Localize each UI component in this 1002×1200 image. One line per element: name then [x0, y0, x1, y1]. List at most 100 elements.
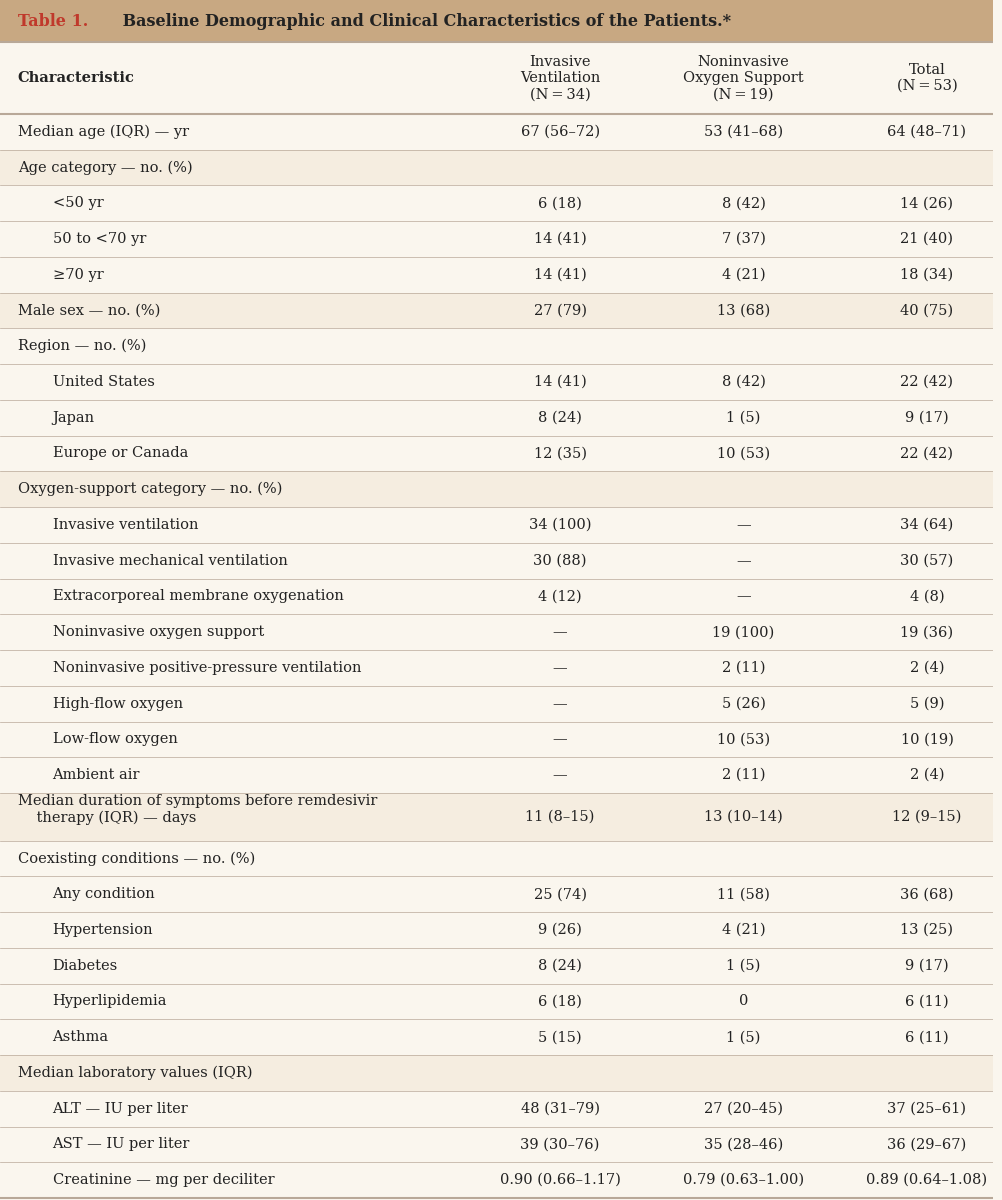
FancyBboxPatch shape	[0, 948, 993, 984]
Text: 2 (11): 2 (11)	[721, 768, 766, 782]
Text: Low-flow oxygen: Low-flow oxygen	[52, 732, 177, 746]
Text: Median duration of symptoms before remdesivir
    therapy (IQR) — days: Median duration of symptoms before remde…	[18, 794, 377, 826]
Text: 25 (74): 25 (74)	[534, 887, 586, 901]
FancyBboxPatch shape	[0, 150, 993, 186]
Text: 50 to <70 yr: 50 to <70 yr	[52, 232, 146, 246]
Text: 35 (28–46): 35 (28–46)	[704, 1138, 784, 1151]
Text: United States: United States	[52, 376, 154, 389]
Text: 0.89 (0.64–1.08): 0.89 (0.64–1.08)	[867, 1174, 988, 1187]
FancyBboxPatch shape	[0, 508, 993, 542]
Text: 40 (75): 40 (75)	[901, 304, 954, 318]
FancyBboxPatch shape	[0, 400, 993, 436]
Text: 67 (56–72): 67 (56–72)	[521, 125, 599, 139]
Text: —: —	[553, 661, 567, 674]
FancyBboxPatch shape	[0, 1091, 993, 1127]
Text: —: —	[553, 768, 567, 782]
Text: 4 (21): 4 (21)	[721, 923, 766, 937]
Text: 2 (11): 2 (11)	[721, 661, 766, 674]
FancyBboxPatch shape	[0, 1163, 993, 1198]
Text: Noninvasive oxygen support: Noninvasive oxygen support	[52, 625, 264, 640]
Text: Noninvasive positive-pressure ventilation: Noninvasive positive-pressure ventilatio…	[52, 661, 361, 674]
FancyBboxPatch shape	[0, 578, 993, 614]
FancyBboxPatch shape	[0, 912, 993, 948]
Text: 22 (42): 22 (42)	[901, 376, 954, 389]
Text: 34 (64): 34 (64)	[901, 518, 954, 532]
Text: 48 (31–79): 48 (31–79)	[521, 1102, 599, 1116]
Text: Region — no. (%): Region — no. (%)	[18, 340, 146, 354]
Text: Creatinine — mg per deciliter: Creatinine — mg per deciliter	[52, 1174, 275, 1187]
Text: 9 (26): 9 (26)	[538, 923, 582, 937]
Text: Japan: Japan	[52, 410, 94, 425]
Text: 14 (26): 14 (26)	[901, 197, 954, 210]
Text: 27 (20–45): 27 (20–45)	[704, 1102, 783, 1116]
Text: 64 (48–71): 64 (48–71)	[888, 125, 967, 139]
Text: 22 (42): 22 (42)	[901, 446, 954, 461]
Text: AST — IU per liter: AST — IU per liter	[52, 1138, 190, 1151]
Text: Extracorporeal membrane oxygenation: Extracorporeal membrane oxygenation	[52, 589, 344, 604]
Text: 18 (34): 18 (34)	[901, 268, 954, 282]
Text: 12 (9–15): 12 (9–15)	[892, 810, 962, 824]
Text: Male sex — no. (%): Male sex — no. (%)	[18, 304, 160, 318]
FancyBboxPatch shape	[0, 0, 993, 42]
Text: 14 (41): 14 (41)	[534, 376, 586, 389]
Text: 9 (17): 9 (17)	[905, 959, 949, 973]
Text: Any condition: Any condition	[52, 887, 155, 901]
Text: 6 (11): 6 (11)	[905, 995, 949, 1008]
Text: ALT — IU per liter: ALT — IU per liter	[52, 1102, 188, 1116]
Text: 8 (42): 8 (42)	[721, 197, 766, 210]
FancyBboxPatch shape	[0, 221, 993, 257]
Text: 36 (29–67): 36 (29–67)	[888, 1138, 967, 1151]
Text: 0.79 (0.63–1.00): 0.79 (0.63–1.00)	[683, 1174, 804, 1187]
Text: Noninvasive
Oxygen Support
(N = 19): Noninvasive Oxygen Support (N = 19)	[683, 55, 804, 101]
Text: 2 (4): 2 (4)	[910, 661, 944, 674]
Text: 8 (42): 8 (42)	[721, 376, 766, 389]
Text: 19 (36): 19 (36)	[901, 625, 954, 640]
Text: 37 (25–61): 37 (25–61)	[888, 1102, 967, 1116]
Text: 6 (18): 6 (18)	[538, 995, 582, 1008]
FancyBboxPatch shape	[0, 757, 993, 793]
FancyBboxPatch shape	[0, 614, 993, 650]
Text: —: —	[736, 518, 750, 532]
Text: 1 (5): 1 (5)	[726, 959, 761, 973]
Text: Median laboratory values (IQR): Median laboratory values (IQR)	[18, 1066, 253, 1080]
Text: —: —	[553, 697, 567, 710]
Text: Invasive ventilation: Invasive ventilation	[52, 518, 198, 532]
Text: Baseline Demographic and Clinical Characteristics of the Patients.*: Baseline Demographic and Clinical Charac…	[117, 12, 731, 30]
Text: Invasive mechanical ventilation: Invasive mechanical ventilation	[52, 553, 288, 568]
FancyBboxPatch shape	[0, 329, 993, 364]
Text: 13 (25): 13 (25)	[901, 923, 954, 937]
Text: 6 (18): 6 (18)	[538, 197, 582, 210]
Text: 19 (100): 19 (100)	[712, 625, 775, 640]
FancyBboxPatch shape	[0, 984, 993, 1019]
Text: 30 (57): 30 (57)	[901, 553, 954, 568]
Text: 1 (5): 1 (5)	[726, 1030, 761, 1044]
FancyBboxPatch shape	[0, 721, 993, 757]
Text: ≥70 yr: ≥70 yr	[52, 268, 103, 282]
FancyBboxPatch shape	[0, 186, 993, 221]
Text: 9 (17): 9 (17)	[905, 410, 949, 425]
Text: 13 (68): 13 (68)	[716, 304, 771, 318]
Text: 53 (41–68): 53 (41–68)	[704, 125, 784, 139]
Text: 14 (41): 14 (41)	[534, 268, 586, 282]
Text: 21 (40): 21 (40)	[901, 232, 954, 246]
Text: —: —	[553, 625, 567, 640]
Text: 10 (53): 10 (53)	[717, 446, 771, 461]
Text: 30 (88): 30 (88)	[533, 553, 587, 568]
Text: Oxygen-support category — no. (%): Oxygen-support category — no. (%)	[18, 482, 283, 497]
FancyBboxPatch shape	[0, 841, 993, 876]
FancyBboxPatch shape	[0, 364, 993, 400]
FancyBboxPatch shape	[0, 1055, 993, 1091]
Text: 4 (8): 4 (8)	[910, 589, 944, 604]
FancyBboxPatch shape	[0, 1127, 993, 1163]
Text: 14 (41): 14 (41)	[534, 232, 586, 246]
Text: 5 (9): 5 (9)	[910, 697, 944, 710]
Text: Invasive
Ventilation
(N = 34): Invasive Ventilation (N = 34)	[520, 55, 600, 101]
Text: —: —	[553, 732, 567, 746]
Text: Ambient air: Ambient air	[52, 768, 140, 782]
FancyBboxPatch shape	[0, 685, 993, 721]
FancyBboxPatch shape	[0, 542, 993, 578]
Text: 7 (37): 7 (37)	[721, 232, 766, 246]
FancyBboxPatch shape	[0, 114, 993, 150]
FancyBboxPatch shape	[0, 472, 993, 508]
Text: 4 (12): 4 (12)	[538, 589, 582, 604]
